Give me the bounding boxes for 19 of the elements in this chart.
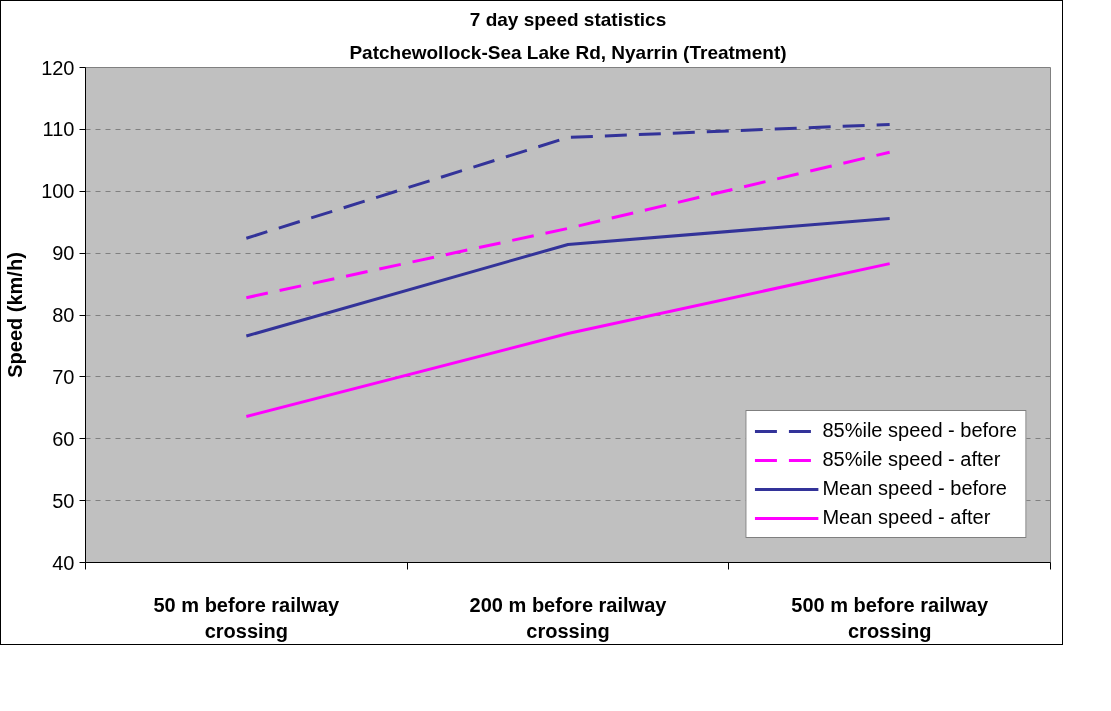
y-tick-label: 40 [52,551,75,574]
y-tick-label: 50 [52,489,75,512]
y-tick-label: 110 [42,118,75,141]
y-tick-label: 120 [41,56,75,79]
y-tick-label: 80 [52,304,75,326]
legend-label: Mean speed - before [822,477,1007,500]
y-tick-label: 70 [52,365,75,388]
x-tick-label: 500 m before railway crossing [791,593,989,642]
x-tick-label: 200 m before railway crossing [469,593,668,642]
y-tick-label: 100 [41,180,75,203]
x-tick-label: 50 m before railway crossing [153,593,341,642]
chart-subtitle: Patchewollock-Sea Lake Rd, Nyarrin (Treatment) [349,41,787,63]
y-axis-title: Speed (km/h) [4,252,27,378]
y-tick-label: 60 [52,427,75,450]
legend-label: 85%ile speed - after [822,448,1001,471]
legend-label: 85%ile speed - before [822,419,1017,442]
chart-title: 7 day speed statistics [469,8,667,30]
legend-label: Mean speed - after [822,506,991,529]
y-tick-label: 90 [52,242,75,265]
